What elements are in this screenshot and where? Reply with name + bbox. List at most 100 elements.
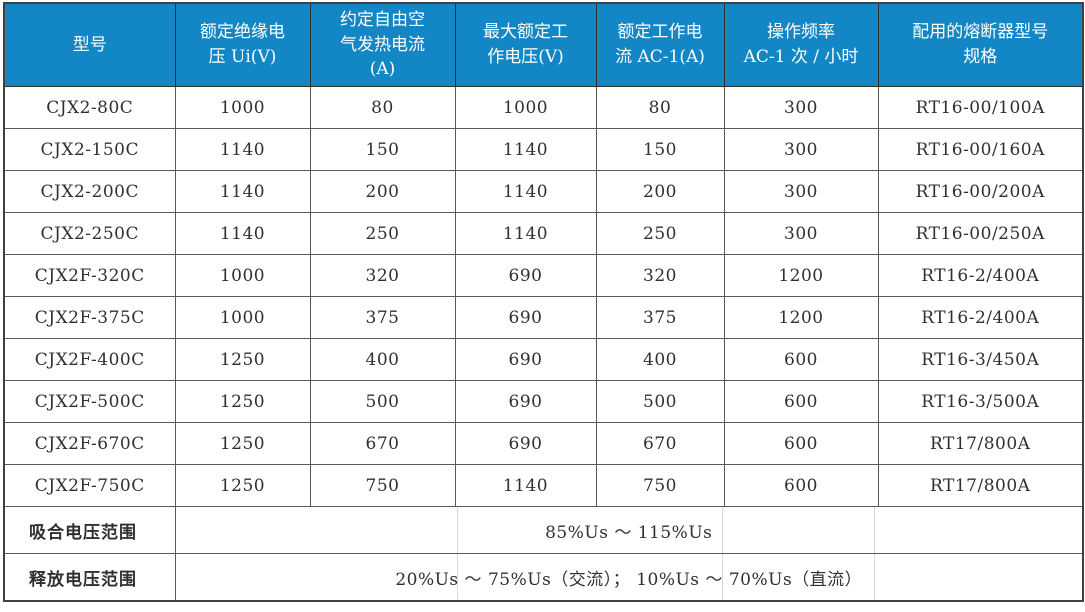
value-cell: 750 (595, 464, 725, 507)
value-cell: 400 (595, 338, 725, 381)
value-cell: 200 (595, 170, 725, 213)
col-header-conventional-free-air-thermal-current: 约定自由空 气发热电流 (A) (309, 2, 456, 87)
value-cell: 250 (595, 212, 725, 255)
model-cell: CJX2F-320C (3, 254, 176, 297)
table-row: CJX2-150C 1140 150 1140 150 300 RT16-00/160A (3, 128, 1084, 171)
value-cell: 320 (309, 254, 456, 297)
value-cell: 150 (595, 128, 725, 171)
value-cell: RT16-3/500A (877, 380, 1084, 423)
faint-column-divider (722, 554, 724, 600)
model-cell: CJX2-250C (3, 212, 176, 255)
value-cell: 1140 (174, 212, 311, 255)
contactor-spec-table: 型号 额定绝缘电 压 Ui(V) 约定自由空 气发热电流 (A) 最大额定工 作电压(… (3, 2, 1084, 602)
footer-value-text: 20%Us ～ 75%Us（交流）； 10%Us ～ 70%Us（直流） (395, 569, 863, 590)
value-cell: 600 (723, 464, 879, 507)
header-row: 型号 额定绝缘电 压 Ui(V) 约定自由空 气发热电流 (A) 最大额定工 作电压(… (3, 2, 1084, 87)
value-cell: 150 (309, 128, 456, 171)
model-cell: CJX2-80C (3, 86, 176, 129)
footer-value: 20%Us ～ 75%Us（交流）； 10%Us ～ 70%Us（直流） (174, 553, 1084, 602)
value-cell: 690 (454, 380, 597, 423)
model-cell: CJX2-200C (3, 170, 176, 213)
table-body: CJX2-80C 1000 80 1000 80 300 RT16-00/100A CJX2-… (3, 86, 1084, 507)
value-cell: RT16-00/160A (877, 128, 1084, 171)
value-cell: 80 (309, 86, 456, 129)
value-cell: RT16-3/450A (877, 338, 1084, 381)
value-cell: RT16-00/250A (877, 212, 1084, 255)
value-cell: 300 (723, 128, 879, 171)
footer-label: 吸合电压范围 (3, 506, 176, 554)
table-row: CJX2-200C 1140 200 1140 200 300 RT16-00/200A (3, 170, 1084, 213)
value-cell: 670 (595, 422, 725, 465)
table-row: CJX2-80C 1000 80 1000 80 300 RT16-00/100A (3, 86, 1084, 129)
footer-row: 吸合电压范围 85%Us ～ 115%Us (3, 506, 1084, 554)
footer-row: 释放电压范围 20%Us ～ 75%Us（交流）； 10%Us ～ 70%Us（直… (3, 553, 1084, 602)
table-footer: 吸合电压范围 85%Us ～ 115%Us 释放电压范围 20%Us ～ 75%Us（… (3, 506, 1084, 602)
value-cell: 250 (309, 212, 456, 255)
value-cell: 1000 (174, 86, 311, 129)
col-header-matching-fuse-model: 配用的熔断器型号 规格 (877, 2, 1084, 87)
value-cell: 500 (309, 380, 456, 423)
value-cell: 690 (454, 338, 597, 381)
col-header-rated-operating-current-ac1: 额定工作电 流 AC-1(A) (595, 2, 725, 87)
value-cell: 200 (309, 170, 456, 213)
value-cell: 690 (454, 254, 597, 297)
value-cell: 1000 (174, 296, 311, 339)
footer-label: 释放电压范围 (3, 553, 176, 602)
table-header: 型号 额定绝缘电 压 Ui(V) 约定自由空 气发热电流 (A) 最大额定工 作电压(… (3, 2, 1084, 87)
table-row: CJX2F-375C 1000 375 690 375 1200 RT16-2/400A (3, 296, 1084, 339)
model-cell: CJX2F-670C (3, 422, 176, 465)
value-cell: RT16-2/400A (877, 296, 1084, 339)
value-cell: 1200 (723, 296, 879, 339)
value-cell: 1000 (174, 254, 311, 297)
value-cell: 400 (309, 338, 456, 381)
model-cell: CJX2-150C (3, 128, 176, 171)
faint-column-divider (874, 507, 876, 553)
table-row: CJX2-250C 1140 250 1140 250 300 RT16-00/250A (3, 212, 1084, 255)
value-cell: 690 (454, 422, 597, 465)
table-row: CJX2F-320C 1000 320 690 320 1200 RT16-2/400A (3, 254, 1084, 297)
col-header-operating-frequency: 操作频率 AC-1 次 / 小时 (723, 2, 879, 87)
value-cell: 300 (723, 170, 879, 213)
col-header-max-rated-operating-voltage: 最大额定工 作电压(V) (454, 2, 597, 87)
value-cell: 600 (723, 380, 879, 423)
value-cell: 1000 (454, 86, 597, 129)
faint-column-divider (457, 507, 459, 553)
table-row: CJX2F-400C 1250 400 690 400 600 RT16-3/450A (3, 338, 1084, 381)
value-cell: 690 (454, 296, 597, 339)
col-header-rated-insulation-voltage: 额定绝缘电 压 Ui(V) (174, 2, 311, 87)
value-cell: RT16-00/200A (877, 170, 1084, 213)
value-cell: 1250 (174, 380, 311, 423)
value-cell: RT17/800A (877, 464, 1084, 507)
col-header-model: 型号 (3, 2, 176, 87)
faint-column-divider (722, 507, 724, 553)
model-cell: CJX2F-500C (3, 380, 176, 423)
value-cell: 1250 (174, 338, 311, 381)
value-cell: 750 (309, 464, 456, 507)
value-cell: RT16-2/400A (877, 254, 1084, 297)
table-row: CJX2F-500C 1250 500 690 500 600 RT16-3/500A (3, 380, 1084, 423)
value-cell: 670 (309, 422, 456, 465)
table-row: CJX2F-670C 1250 670 690 670 600 RT17/800A (3, 422, 1084, 465)
footer-value: 85%Us ～ 115%Us (174, 506, 1084, 554)
value-cell: 375 (595, 296, 725, 339)
value-cell: 300 (723, 212, 879, 255)
value-cell: 320 (595, 254, 725, 297)
value-cell: 300 (723, 86, 879, 129)
value-cell: 1140 (454, 464, 597, 507)
model-cell: CJX2F-375C (3, 296, 176, 339)
value-cell: 1200 (723, 254, 879, 297)
footer-value-text: 85%Us ～ 115%Us (545, 522, 713, 543)
value-cell: 1140 (174, 128, 311, 171)
value-cell: 600 (723, 422, 879, 465)
value-cell: RT16-00/100A (877, 86, 1084, 129)
value-cell: 1250 (174, 464, 311, 507)
value-cell: 375 (309, 296, 456, 339)
value-cell: 600 (723, 338, 879, 381)
value-cell: RT17/800A (877, 422, 1084, 465)
value-cell: 1140 (454, 212, 597, 255)
value-cell: 80 (595, 86, 725, 129)
value-cell: 1140 (454, 128, 597, 171)
faint-column-divider (874, 554, 876, 600)
model-cell: CJX2F-400C (3, 338, 176, 381)
